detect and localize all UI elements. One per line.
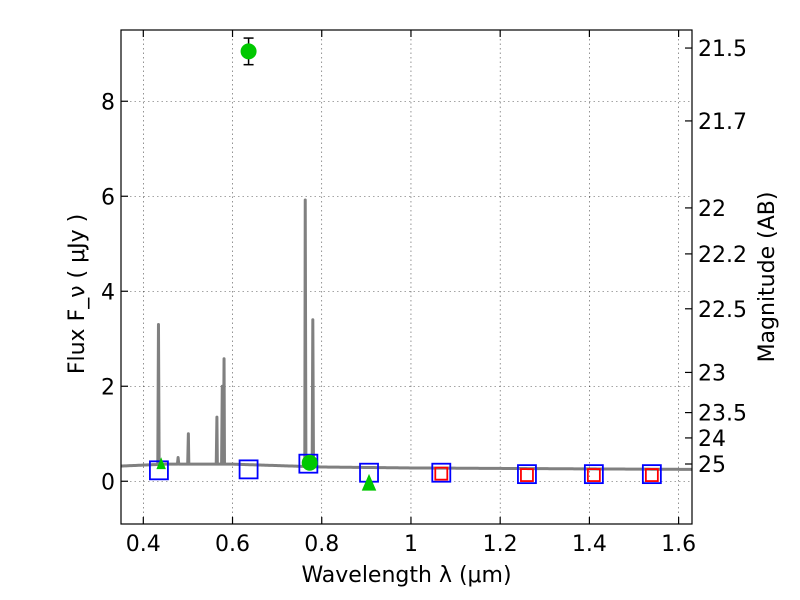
- model-photometry-blue-point-4: [431, 462, 452, 483]
- x-tick-label-6: 1.6: [661, 532, 696, 557]
- observed-small-point-0: [156, 457, 166, 470]
- y2-tick-label-6: 23.5: [698, 402, 747, 427]
- y-tick-label-2: 4: [101, 280, 115, 305]
- observed-upper-limit-point-0: [361, 473, 377, 491]
- model-photometry-blue-point-5: [517, 464, 537, 485]
- y-tick-label-3: 6: [101, 185, 115, 210]
- model-photometry-red-point-0: [434, 466, 449, 481]
- y2-tick-label-1: 21.7: [698, 110, 747, 135]
- model-photometry-blue-point-1: [238, 459, 259, 480]
- series-layer: [120, 37, 693, 491]
- plot-area: [120, 37, 693, 491]
- y-tick-label-1: 2: [101, 375, 115, 400]
- x-tick-label-0: 0.4: [126, 532, 161, 557]
- axes-layer: 0.4 0.6 0.8 1 1.2 1.4 1.60246821.521.72222.222…: [101, 29, 747, 557]
- y2-tick-label-5: 23: [698, 361, 726, 386]
- plot-frame: [120, 29, 693, 525]
- y-tick-label-0: 0: [101, 470, 115, 495]
- y2-axis-title: Magnitude (AB): [755, 192, 780, 363]
- y2-tick-label-4: 22.5: [698, 298, 747, 323]
- x-tick-label-2: 0.8: [304, 532, 339, 557]
- model-photometry-blue-point-6: [583, 464, 604, 485]
- grid-layer: [121, 30, 692, 524]
- model-photometry-blue-point-0: [149, 460, 169, 481]
- detection-point-0: [240, 43, 257, 60]
- x-tick-label-5: 1.4: [572, 532, 607, 557]
- x-axis-title: Wavelength λ (μm): [301, 563, 511, 588]
- y2-tick-label-0: 21.5: [698, 37, 747, 62]
- y2-tick-label-2: 22: [698, 197, 726, 222]
- model-photometry-red-point-3: [644, 468, 659, 482]
- detection-point-1: [301, 454, 318, 471]
- model-photometry-blue-point-7: [641, 464, 662, 485]
- x-tick-label-1: 0.6: [215, 532, 250, 557]
- y2-tick-label-7: 24: [698, 427, 726, 452]
- model-photometry-red-point-1: [520, 468, 534, 482]
- x-tick-label-4: 1.2: [483, 532, 518, 557]
- y2-tick-label-3: 22.2: [698, 243, 747, 268]
- y-tick-label-4: 8: [101, 90, 115, 115]
- y2-tick-label-8: 25: [698, 453, 726, 478]
- model-spectrum-line: [120, 198, 693, 471]
- y-axis-title: Flux F_ν ( μJy ): [65, 214, 90, 374]
- x-tick-label-3: 1: [404, 532, 418, 557]
- model-photometry-red-point-2: [586, 468, 601, 482]
